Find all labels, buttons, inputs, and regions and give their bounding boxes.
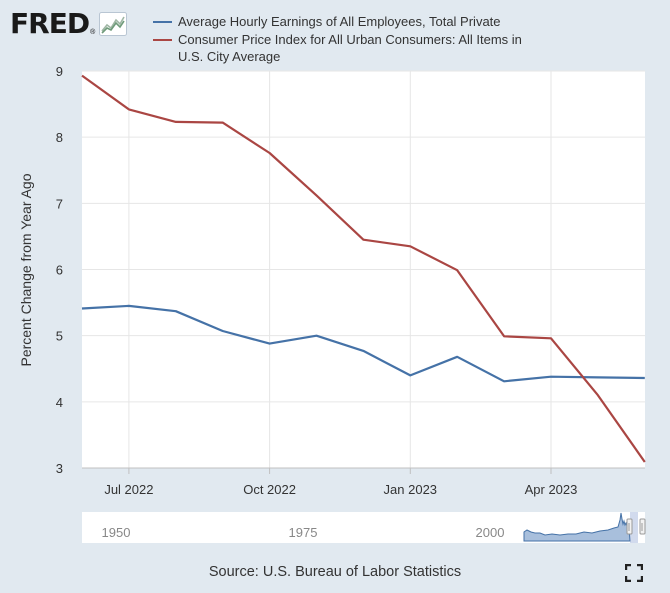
y-tick-label: 5 [56,329,63,344]
legend-item-earnings[interactable]: Average Hourly Earnings of All Employees… [153,13,523,30]
legend: Average Hourly Earnings of All Employees… [153,13,523,66]
series-line-earnings[interactable] [81,304,645,383]
navigator-label: 2000 [476,525,505,540]
fred-chart-icon [99,12,128,36]
legend-swatch-earnings [153,21,172,23]
y-tick-label: 6 [56,263,63,278]
logo-text: FRED [10,7,90,40]
x-tick-label: Jul 2022 [104,482,153,497]
y-tick-label: 8 [56,130,63,145]
legend-swatch-cpi [153,39,172,41]
legend-label-earnings: Average Hourly Earnings of All Employees… [178,14,501,29]
fullscreen-icon[interactable] [625,564,643,582]
navigator-series-area [523,512,631,542]
navigator-selection[interactable] [630,512,638,543]
y-tick-label: 3 [56,461,63,476]
series-line-cpi[interactable] [81,74,646,463]
x-tick-label: Jan 2023 [384,482,438,497]
x-tick-label: Oct 2022 [243,482,296,497]
x-axis-ticks: Jul 2022 Oct 2022 Jan 2023 Apr 2023 [82,467,645,497]
y-tick-label: 4 [56,395,63,410]
series-lines [81,74,646,463]
source-note: Source: U.S. Bureau of Labor Statistics [208,564,462,580]
y-axis-label: Percent Change from Year Ago [18,173,34,366]
navigator-label: 1975 [289,525,318,540]
fred-logo[interactable]: FRED ® [10,7,128,40]
y-axis-ticks: 3 4 5 6 7 8 9 [56,64,63,476]
legend-item-cpi[interactable]: Consumer Price Index for All Urban Consu… [153,31,523,65]
navigator-label: 1950 [102,525,131,540]
legend-label-cpi: Consumer Price Index for All Urban Consu… [178,32,522,64]
logo-registered-mark: ® [90,28,96,36]
x-tick-label: Apr 2023 [525,482,578,497]
y-tick-label: 7 [56,196,63,211]
navigator[interactable]: 1950 1975 2000 [82,512,646,543]
y-tick-label: 9 [56,64,63,79]
header: FRED ® Average Hourly Earnings of All Em… [0,0,670,70]
navigator-labels: 1950 1975 2000 [102,525,505,540]
